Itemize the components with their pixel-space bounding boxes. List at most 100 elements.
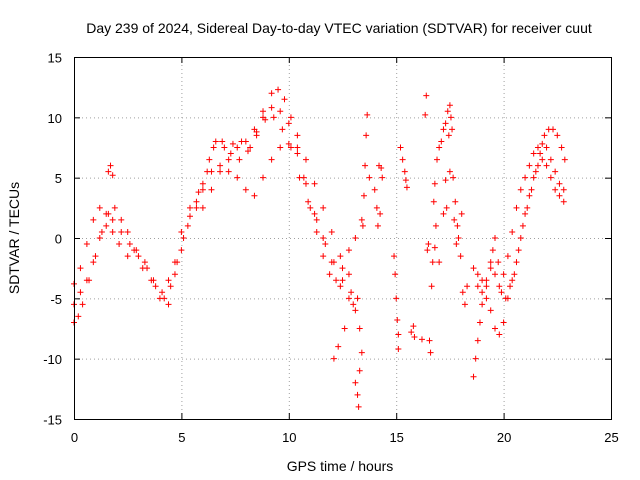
x-tick-label: 10 [282,430,296,445]
data-point [354,295,361,302]
x-tick-label: 5 [178,430,185,445]
data-point [98,228,105,235]
data-point [242,186,249,193]
data-point [294,150,301,157]
data-point [363,132,370,139]
data-point [492,271,499,278]
data-point [534,162,541,169]
data-point [111,204,118,211]
y-axis-label: SDTVAR / TECUs [6,182,22,294]
data-point [461,301,468,308]
data-point [285,120,292,127]
data-point [446,102,453,109]
data-point [452,198,459,205]
data-point [524,204,531,211]
data-point [483,277,490,284]
data-point [458,210,465,217]
data-point [330,355,337,362]
data-point [275,86,282,93]
data-point [423,92,430,99]
data-point [489,247,496,254]
data-point [105,168,112,175]
data-point [326,271,333,278]
data-point [450,174,457,181]
data-point [90,259,97,266]
data-point [208,186,215,193]
data-point [479,301,486,308]
data-point [206,156,213,163]
data-point [92,253,99,260]
data-point [495,259,502,266]
data-point [287,114,294,121]
y-tick-label: 5 [55,171,62,186]
data-point [436,259,443,266]
data-point [225,168,232,175]
data-point [392,271,399,278]
data-point [425,241,432,248]
data-point [77,289,84,296]
data-point [294,132,301,139]
data-point [184,222,191,229]
data-point [517,186,524,193]
data-point [328,259,335,266]
data-point [234,174,241,181]
data-point [199,186,206,193]
data-point [251,192,258,199]
data-point [547,174,554,181]
data-point [212,138,219,145]
data-point [221,144,228,151]
data-point [539,140,546,147]
data-point [96,235,103,241]
data-point [352,307,359,314]
data-point [434,156,441,163]
data-point [528,186,535,193]
data-point [296,174,303,181]
data-point [428,283,435,290]
data-point [517,235,524,241]
data-point [513,204,520,211]
data-point [193,198,200,205]
data-point [431,180,438,187]
data-point [483,283,490,290]
data-point [395,331,402,338]
data-point [487,307,494,314]
data-point [411,333,418,340]
data-point [360,192,367,199]
data-point [341,325,348,332]
data-point [109,216,116,223]
data-point [171,259,178,266]
data-point [359,222,366,229]
data-point [401,168,408,175]
data-point [543,144,550,151]
data-point [118,228,125,235]
data-point [560,186,567,193]
data-point [526,192,533,199]
data-point [337,283,344,290]
data-point [507,283,514,290]
data-point [305,198,312,205]
data-point [139,265,146,272]
data-point [399,156,406,163]
data-point [418,336,425,343]
data-point [335,343,342,350]
x-tick-label: 25 [604,430,618,445]
data-point [253,132,260,139]
data-point [167,283,174,290]
x-tick-label: 15 [389,430,403,445]
data-point [229,140,236,147]
data-point [159,289,166,296]
data-point [470,373,477,380]
data-point [285,140,292,147]
data-point [457,253,464,260]
data-point [556,192,563,199]
data-point [429,259,436,266]
data-point [103,222,110,229]
data-point [530,174,537,181]
y-tick-label: -5 [50,292,62,307]
data-point [487,259,494,266]
chart-title: Day 239 of 2024, Sidereal Day-to-day VTE… [86,20,592,36]
data-point [345,247,352,254]
data-point [496,331,503,338]
data-point [320,204,327,211]
data-point [339,277,346,284]
